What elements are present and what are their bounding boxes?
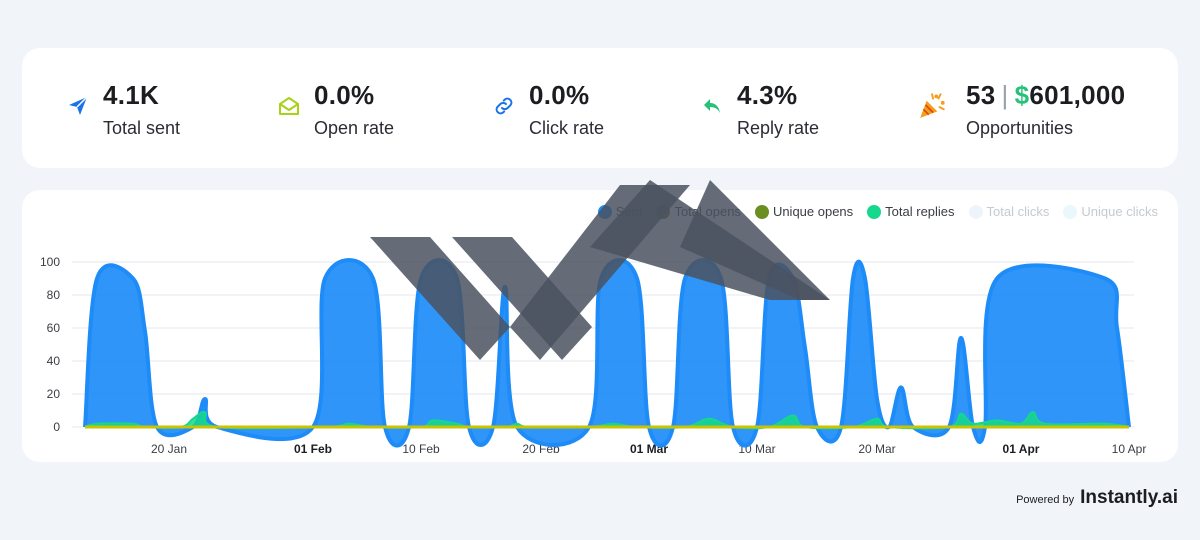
powered-by-label: Powered by — [1016, 494, 1075, 506]
legend-item-sent[interactable]: Sent — [597, 204, 643, 219]
legend-label: Sent — [615, 204, 643, 219]
open-envelope-icon — [279, 97, 299, 115]
y-tick-label: 0 — [53, 420, 60, 434]
paper-plane-icon — [69, 96, 88, 115]
x-tick-label: 10 Feb — [402, 442, 440, 456]
opportunities-count: 53 — [966, 80, 996, 110]
legend-dot — [968, 204, 983, 219]
opportunities-amount: 601,000 — [1029, 80, 1126, 110]
stat-label: Click rate — [529, 118, 605, 138]
y-tick-label: 20 — [47, 387, 61, 401]
legend-label: Unique opens — [772, 204, 854, 219]
y-tick-label: 40 — [47, 354, 61, 368]
chart-card: 0 20 40 60 80 100 20 Jan 01 Feb 10 Feb 20 Feb 01 M… — [22, 190, 1178, 462]
opportunities-separator: | — [1001, 80, 1009, 110]
x-tick-label: 20 Jan — [151, 442, 187, 456]
reply-arrow-icon — [704, 99, 720, 113]
legend-item-unique-clicks[interactable]: Unique clicks — [1063, 204, 1158, 219]
y-tick-label: 80 — [47, 288, 61, 302]
stat-label: Opportunities — [966, 118, 1074, 138]
series-line-sent — [83, 257, 1131, 448]
legend-item-total-opens[interactable]: Total opens — [656, 204, 741, 219]
legend-label: Total clicks — [986, 204, 1050, 219]
legend-label: Total opens — [674, 204, 741, 219]
series-line-total-replies — [84, 410, 1130, 430]
party-popper-icon — [920, 93, 945, 118]
stat-label: Total sent — [103, 118, 181, 138]
stats-card: 4.1K Total sent 0.0% Open rate 0.0% Clic… — [22, 48, 1178, 168]
legend-item-total-clicks[interactable]: Total clicks — [968, 204, 1050, 219]
opportunities-value: 53 | $601,000 — [966, 80, 1125, 111]
stat-label: Reply rate — [737, 118, 820, 138]
y-tick-label: 100 — [40, 255, 60, 269]
dollar-sign: $ — [1014, 80, 1030, 110]
legend-dot — [656, 204, 671, 219]
chart-legend: Sent Total opens Unique opens Total repl… — [597, 204, 1158, 219]
stat-label: Open rate — [314, 118, 395, 138]
link-icon — [495, 97, 513, 115]
legend-label: Unique clicks — [1081, 204, 1158, 219]
stat-value: 4.1K — [103, 80, 160, 110]
y-tick-label: 60 — [47, 321, 61, 335]
brand-logo: Instantly.ai — [1080, 487, 1178, 508]
legend-item-unique-opens[interactable]: Unique opens — [754, 204, 854, 219]
x-tick-label: 01 Feb — [294, 442, 332, 456]
stat-value: 0.0% — [529, 80, 590, 110]
powered-by[interactable]: Powered by Instantly.ai — [1016, 487, 1178, 509]
legend-dot — [1063, 204, 1078, 219]
x-tick-label: 01 Apr — [1003, 442, 1040, 456]
stat-value: 0.0% — [314, 80, 375, 110]
x-tick-label: 20 Mar — [858, 442, 895, 456]
legend-dot — [867, 204, 882, 219]
stat-value: 4.3% — [737, 80, 798, 110]
legend-item-total-replies[interactable]: Total replies — [867, 204, 955, 219]
legend-label: Total replies — [885, 204, 955, 219]
legend-dot — [597, 204, 612, 219]
x-tick-label: 10 Apr — [1112, 442, 1147, 456]
legend-dot — [754, 204, 769, 219]
